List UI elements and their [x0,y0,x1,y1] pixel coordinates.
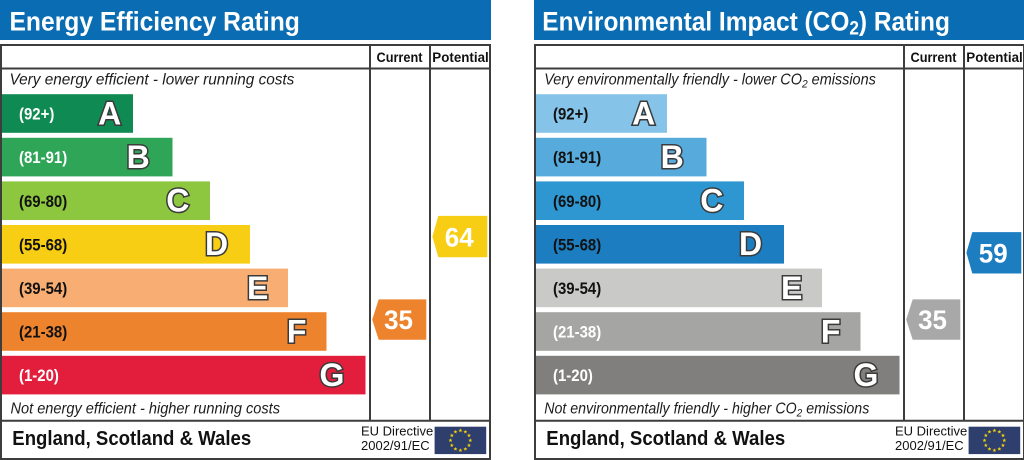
svg-text:England, Scotland & Wales: England, Scotland & Wales [12,428,251,450]
svg-text:(92+): (92+) [19,106,54,124]
svg-text:35: 35 [384,305,413,335]
svg-text:Energy Efficiency Rating: Energy Efficiency Rating [10,8,300,37]
svg-text:(69-80): (69-80) [19,193,67,211]
svg-text:2002/91/EC: 2002/91/EC [895,438,964,453]
svg-text:2002/91/EC: 2002/91/EC [361,438,430,453]
svg-text:(55-68): (55-68) [553,237,601,255]
svg-text:D: D [205,226,228,262]
svg-text:C: C [700,183,723,219]
svg-text:Not energy efficient - higher: Not energy efficient - higher running co… [11,400,281,418]
svg-text:(55-68): (55-68) [19,237,67,255]
svg-text:B: B [127,139,150,175]
svg-text:F: F [287,313,307,349]
svg-text:EU Directive: EU Directive [361,424,433,439]
svg-text:A: A [98,95,121,131]
svg-text:Potential: Potential [432,50,488,65]
svg-text:England, Scotland & Wales: England, Scotland & Wales [546,428,785,450]
svg-text:Not environmentally friendly -: Not environmentally friendly - higher CO… [544,401,870,420]
svg-text:(69-80): (69-80) [553,193,601,211]
svg-text:C: C [166,183,189,219]
svg-text:EU Directive: EU Directive [895,424,967,439]
svg-text:Current: Current [377,49,423,65]
svg-text:(39-54): (39-54) [553,280,601,298]
svg-text:(92+): (92+) [553,106,588,124]
svg-text:(1-20): (1-20) [553,367,593,385]
svg-text:G: G [320,357,345,393]
svg-text:E: E [780,270,801,306]
svg-text:(39-54): (39-54) [19,280,67,298]
svg-text:64: 64 [445,222,474,252]
svg-text:G: G [853,357,878,393]
svg-text:(81-91): (81-91) [19,149,67,167]
svg-text:Potential: Potential [966,50,1022,65]
svg-text:Current: Current [910,49,956,65]
svg-text:Very environmentally friendly: Very environmentally friendly - lower CO… [544,71,876,91]
svg-text:F: F [820,313,840,349]
svg-text:59: 59 [978,238,1007,268]
svg-text:(21-38): (21-38) [19,324,67,342]
svg-text:Environmental Impact (CO2) Rat: Environmental Impact (CO2) Rating [542,7,950,38]
svg-text:A: A [632,95,655,131]
svg-text:B: B [660,139,683,175]
svg-text:E: E [247,270,268,306]
svg-text:(1-20): (1-20) [19,367,59,385]
svg-text:(81-91): (81-91) [553,149,601,167]
svg-text:D: D [738,226,761,262]
svg-text:Very energy efficient - lower: Very energy efficient - lower running co… [10,71,295,88]
svg-text:35: 35 [918,305,947,335]
svg-text:(21-38): (21-38) [553,324,601,342]
